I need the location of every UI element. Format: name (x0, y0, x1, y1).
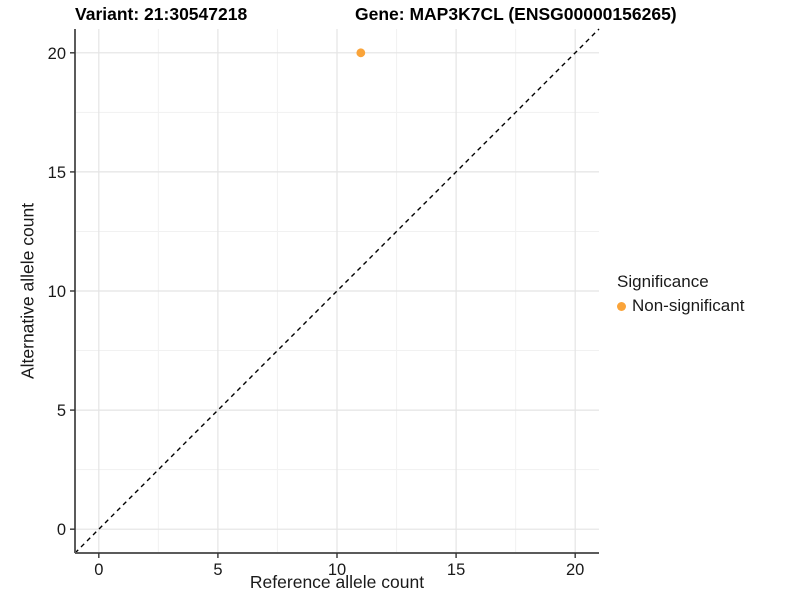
legend: Significance Non-significant (617, 272, 744, 316)
y-tick-label: 10 (48, 283, 66, 301)
x-tick-label: 10 (328, 561, 346, 579)
y-axis-title: Alternative allele count (17, 202, 38, 380)
legend-title: Significance (617, 272, 709, 291)
y-tick-label: 20 (48, 45, 66, 63)
x-axis-title: Reference allele count (249, 572, 425, 592)
non-significant-point-icon (617, 301, 626, 311)
y-tick-label: 5 (57, 402, 66, 420)
data-point (356, 48, 366, 58)
legend-item-label: Non-significant (632, 296, 745, 315)
x-tick-label: 20 (566, 561, 584, 579)
y-tick-label: 0 (57, 521, 66, 539)
y-tick-label: 15 (48, 164, 66, 182)
x-tick-label: 0 (94, 561, 103, 579)
variant-title: Variant: 21:30547218 (75, 4, 248, 24)
x-tick-label: 15 (447, 561, 465, 579)
legend-item-non-significant: Non-significant (617, 296, 744, 316)
x-tick-label: 5 (213, 561, 222, 579)
gene-title: Gene: MAP3K7CL (ENSG00000156265) (355, 4, 677, 24)
